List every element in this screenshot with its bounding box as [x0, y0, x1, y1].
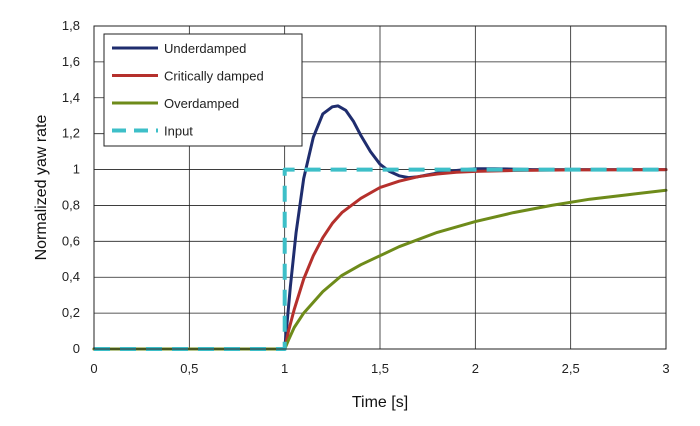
y-tick-label: 0,4	[62, 269, 80, 284]
y-tick-label: 1,2	[62, 126, 80, 141]
x-tick-label: 3	[662, 361, 669, 376]
y-tick-label: 0,2	[62, 305, 80, 320]
legend-entry: Underdamped	[164, 41, 246, 56]
y-tick-label: 0,6	[62, 233, 80, 248]
legend-entry: Overdamped	[164, 96, 239, 111]
y-axis-ticks: 0 0,2 0,4 0,6 0,8 1 1,2 1,4 1,6 1,8	[62, 18, 80, 356]
x-tick-label: 0,5	[180, 361, 198, 376]
series-line-overdamped	[92, 188, 668, 351]
x-tick-label: 0	[90, 361, 97, 376]
y-tick-label: 1	[73, 162, 80, 177]
legend-entry: Critically damped	[164, 69, 264, 84]
x-tick-label: 1	[281, 361, 288, 376]
y-tick-label: 1,4	[62, 90, 80, 105]
x-tick-label: 2	[472, 361, 479, 376]
x-axis-ticks: 0 0,5 1 1,5 2 2,5 3	[90, 361, 669, 376]
plot-area-border	[93, 25, 667, 350]
legend-entry: Input	[164, 124, 193, 139]
y-tick-label: 0,8	[62, 197, 80, 212]
y-tick-label: 1,6	[62, 54, 80, 69]
x-axis-label: Time [s]	[352, 394, 408, 411]
series-line-input	[94, 167, 666, 351]
legend-box	[103, 33, 303, 147]
y-tick-label: 1,8	[62, 18, 80, 33]
y-tick-label: 0	[73, 341, 80, 356]
legend: Underdamped Critically damped Overdamped In…	[103, 33, 303, 147]
x-tick-label: 2,5	[562, 361, 580, 376]
x-tick-label: 1,5	[371, 361, 389, 376]
series-lines	[92, 104, 668, 351]
y-axis-label: Normalized yaw rate	[33, 114, 50, 260]
